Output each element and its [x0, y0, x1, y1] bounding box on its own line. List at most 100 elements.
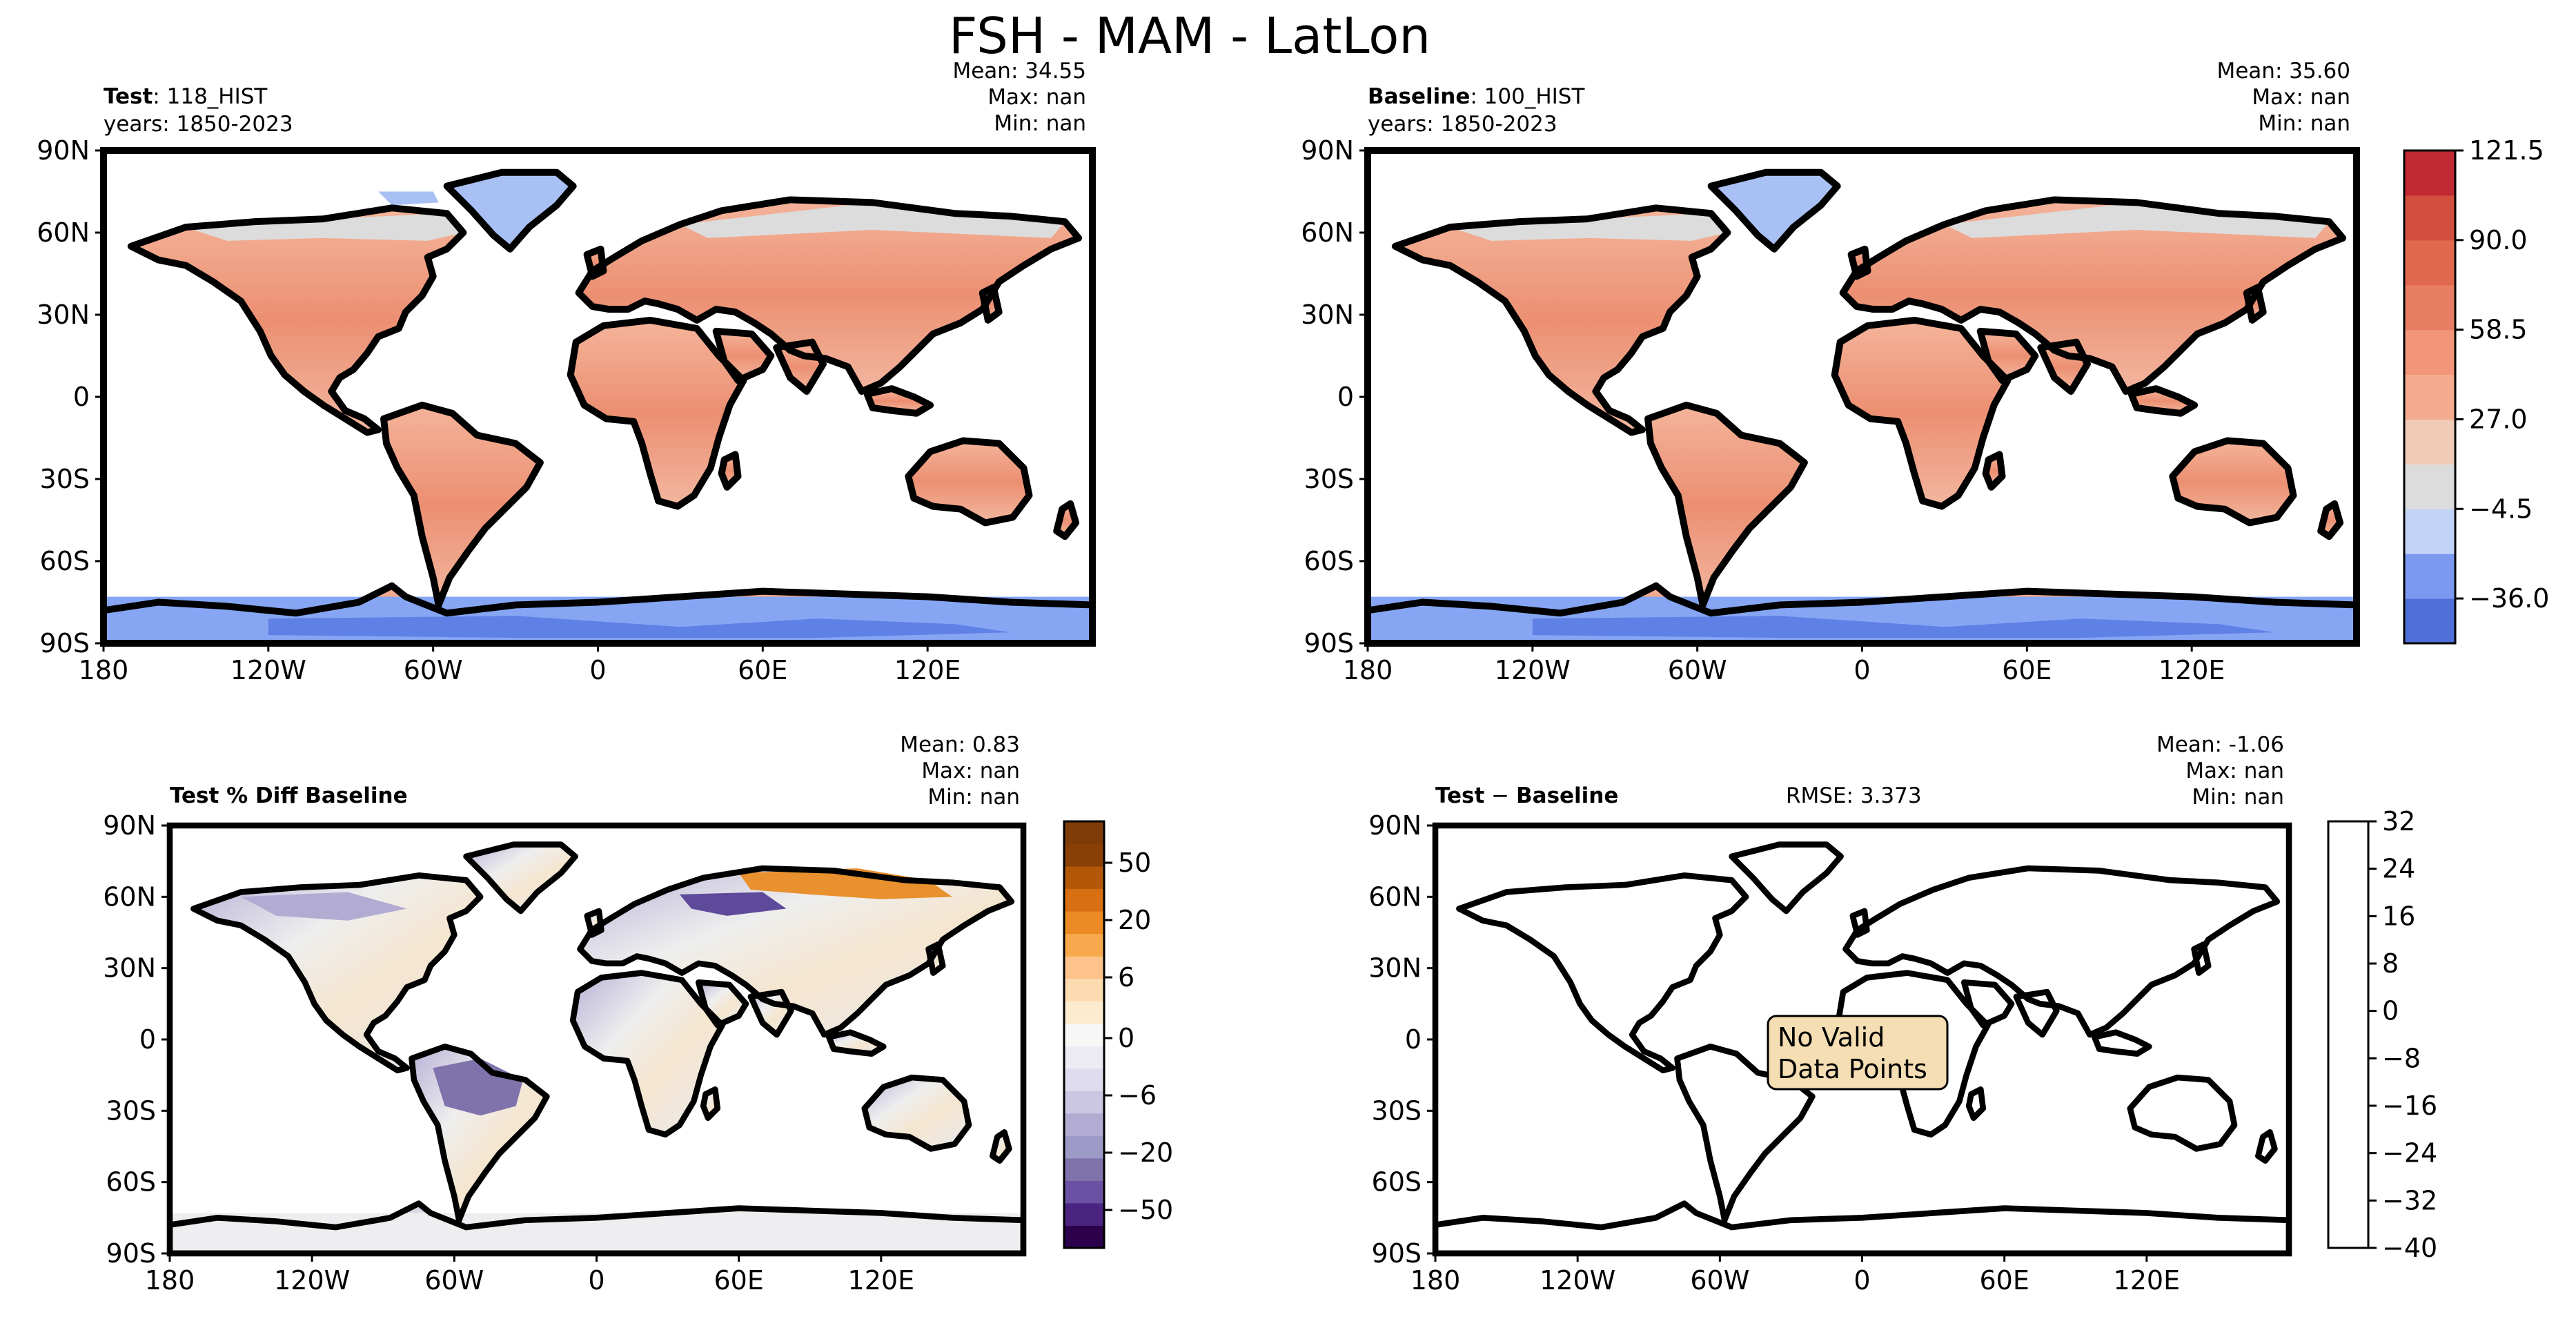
- baseline-colorbar-label: 90.0: [2469, 225, 2528, 255]
- pct-diff-lat-tick-label: 30S: [106, 1095, 156, 1126]
- difference-colorbar-label: −8: [2382, 1043, 2421, 1073]
- baseline-lat-axis: 90N 60N 30N 0 30S 60S 90S: [1301, 135, 1368, 658]
- baseline-lat-tick-label: 90S: [1304, 628, 1354, 658]
- difference-lon-tick-label: 0: [1854, 1265, 1870, 1296]
- difference-label-minus: −: [1484, 783, 1516, 808]
- baseline-lon-tick-label: 0: [1854, 655, 1870, 685]
- difference-colorbar-label: 24: [2382, 854, 2415, 884]
- baseline-colorbar-frame: [2403, 149, 2457, 645]
- test-map: [100, 147, 1096, 647]
- difference-label-baseline: Baseline: [1516, 783, 1618, 808]
- pct-diff-panel-label: Test % Diff Baseline: [170, 783, 408, 808]
- test-lon-tick-label: 120W: [230, 655, 306, 685]
- baseline-lon-axis: 180 120W 60W 0 60E 120E: [1343, 643, 2225, 685]
- test-lon-tick-label: 120E: [894, 655, 961, 685]
- pct-diff-lon-tick-label: 60E: [714, 1265, 763, 1296]
- pct-diff-panel: Test % Diff Baseline Mean: 0.83 Max: nan…: [103, 732, 1173, 1296]
- baseline-lat-tick-label: 60N: [1301, 217, 1354, 248]
- figure-title: FSH - MAM - LatLon: [949, 7, 1430, 65]
- pct-diff-stat-mean: Mean: 0.83: [900, 732, 1020, 757]
- pct-diff-colorbar-segment: [1064, 1157, 1104, 1181]
- test-lon-tick-label: 180: [79, 655, 129, 685]
- difference-lon-tick-label: 180: [1410, 1265, 1461, 1296]
- baseline-colorbar-segment: [2404, 509, 2455, 554]
- baseline-colorbar-segment: [2404, 419, 2455, 465]
- baseline-colorbar-label: −4.5: [2469, 494, 2533, 524]
- difference-lat-tick-label: 90N: [1368, 810, 1422, 841]
- pct-diff-colorbar-label: 20: [1118, 905, 1151, 935]
- pct-diff-lon-tick-label: 180: [145, 1265, 195, 1296]
- baseline-colorbar-segment: [2404, 464, 2455, 509]
- baseline-colorbar-segment: [2404, 374, 2455, 420]
- test-stat-mean: Mean: 34.55: [952, 59, 1086, 84]
- test-lat-tick-label: 90N: [37, 135, 90, 166]
- test-lat-tick-label: 30N: [37, 300, 90, 330]
- test-lat-tick-label: 30S: [40, 464, 90, 494]
- difference-lat-tick-label: 30N: [1368, 953, 1422, 984]
- difference-label-test: Test: [1435, 783, 1485, 808]
- pct-diff-colorbar-segment: [1064, 1001, 1104, 1024]
- pct-diff-colorbar-segment: [1064, 1046, 1104, 1069]
- pct-diff-lon-tick-label: 60W: [424, 1265, 484, 1296]
- baseline-lon-tick-label: 120W: [1495, 655, 1571, 685]
- baseline-lat-tick-label: 0: [1337, 382, 1354, 412]
- difference-lat-tick-label: 60N: [1368, 881, 1422, 912]
- difference-colorbar-frame: [2327, 820, 2370, 1249]
- pct-diff-lat-tick-label: 90N: [103, 810, 156, 841]
- baseline-stat-max: Max: nan: [2252, 85, 2350, 110]
- pct-diff-colorbar-segment: [1064, 978, 1104, 1002]
- baseline-colorbar: 121.5 90.0 58.5 27.0 −4.5 −36.0: [2403, 135, 2549, 645]
- test-lat-tick-label: 0: [73, 382, 90, 412]
- baseline-colorbar-label: 121.5: [2469, 135, 2544, 166]
- pct-diff-colorbar-segment: [1064, 1202, 1104, 1226]
- difference-lat-tick-label: 30S: [1372, 1095, 1422, 1126]
- baseline-lon-tick-label: 180: [1343, 655, 1393, 685]
- difference-panel-label: Test − Baseline: [1435, 783, 1618, 808]
- baseline-colorbar-label: −36.0: [2469, 583, 2549, 614]
- difference-lat-tick-label: 90S: [1372, 1238, 1422, 1269]
- pct-diff-colorbar-label: −50: [1118, 1195, 1173, 1225]
- difference-colorbar-label: −24: [2382, 1138, 2437, 1169]
- no-data-line-1: No Valid: [1778, 1022, 1885, 1053]
- baseline-colorbar-label: 58.5: [2469, 315, 2528, 345]
- baseline-lon-tick-label: 60W: [1668, 655, 1727, 685]
- pct-diff-colorbar-frame: [1063, 820, 1105, 1249]
- test-lon-tick-label: 60W: [404, 655, 463, 685]
- difference-lat-axis: 90N 60N 30N 0 30S 60S 90S: [1368, 810, 1435, 1269]
- pct-diff-colorbar-label: 6: [1118, 962, 1134, 993]
- pct-diff-colorbar-segment: [1064, 1068, 1104, 1091]
- pct-diff-stat-min: Min: nan: [927, 785, 1020, 810]
- difference-colorbar: 32 24 16 8 0 −8 −16 −24 −32 −40: [2327, 806, 2437, 1263]
- baseline-colorbar-label: 27.0: [2469, 404, 2528, 434]
- test-lon-tick-label: 0: [589, 655, 606, 685]
- difference-rmse: RMSE: 3.373: [1786, 783, 1922, 808]
- baseline-label-run: : 100_HIST: [1470, 84, 1585, 109]
- test-lat-axis: 90N 60N 30N 0 30S 60S 90S: [37, 135, 104, 658]
- baseline-stat-min: Min: nan: [2258, 111, 2350, 136]
- difference-lon-tick-label: 120E: [2114, 1265, 2181, 1296]
- test-lat-tick-label: 60N: [37, 217, 90, 248]
- baseline-label-bold: Baseline: [1368, 84, 1470, 109]
- baseline-colorbar-segment: [2404, 598, 2455, 644]
- baseline-colorbar-segment: [2404, 150, 2455, 196]
- difference-colorbar-label: −32: [2382, 1185, 2437, 1215]
- pct-diff-lon-tick-label: 0: [588, 1265, 604, 1296]
- difference-lon-tick-label: 60W: [1690, 1265, 1749, 1296]
- baseline-lat-tick-label: 60S: [1304, 546, 1354, 576]
- no-data-line-2: Data Points: [1778, 1054, 1927, 1084]
- pct-diff-map: [166, 822, 1027, 1257]
- difference-stat-max: Max: nan: [2185, 759, 2284, 783]
- pct-diff-colorbar-segment: [1064, 1091, 1104, 1114]
- pct-diff-colorbar: 50 20 6 0 −6 −20 −50: [1063, 820, 1173, 1249]
- pct-diff-colorbar-segment: [1064, 1113, 1104, 1136]
- pct-diff-colorbar-segment: [1064, 1135, 1104, 1159]
- test-years: years: 1850-2023: [104, 112, 293, 137]
- test-panel-label: Test: 118_HIST: [104, 84, 268, 109]
- baseline-panel: Baseline: 100_HIST years: 1850-2023 Mean…: [1301, 59, 2549, 685]
- baseline-colorbar-segment: [2404, 240, 2455, 286]
- pct-diff-colorbar-segment: [1064, 956, 1104, 979]
- test-lon-tick-label: 60E: [738, 655, 787, 685]
- baseline-lon-tick-label: 120E: [2159, 655, 2225, 685]
- difference-colorbar-label: −16: [2382, 1091, 2437, 1121]
- difference-stat-min: Min: nan: [2192, 785, 2284, 810]
